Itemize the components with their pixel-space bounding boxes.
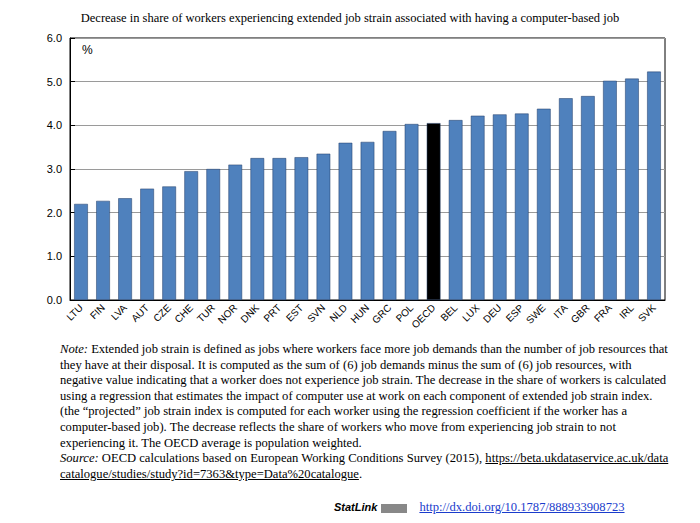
- svg-text:HUN: HUN: [348, 302, 371, 325]
- svg-text:%: %: [82, 43, 93, 57]
- svg-text:CHE: CHE: [172, 302, 195, 325]
- svg-text:SVN: SVN: [305, 302, 327, 324]
- svg-text:BEL: BEL: [438, 302, 459, 323]
- svg-text:IRL: IRL: [617, 302, 636, 321]
- svg-text:NOR: NOR: [216, 302, 239, 325]
- svg-text:FRA: FRA: [592, 302, 614, 324]
- svg-text:TUR: TUR: [195, 302, 217, 324]
- svg-text:LTU: LTU: [64, 302, 85, 323]
- svg-text:0.0: 0.0: [47, 294, 62, 306]
- html-text:StatLink: StatLink: [334, 501, 378, 513]
- svg-text:DNK: DNK: [239, 302, 262, 325]
- svg-text:FIN: FIN: [88, 302, 107, 321]
- svg-text:SVK: SVK: [636, 302, 658, 324]
- svg-text:5.0: 5.0: [47, 76, 62, 88]
- svg-text:3.0: 3.0: [47, 163, 62, 175]
- html-text:http://dx.doi.org/10.1787/8889: http://dx.doi.org/10.1787/888933908723: [419, 500, 625, 514]
- html-text:Note: Extended job strain is d: Note: Extended job strain is defined as …: [60, 342, 668, 450]
- svg-text:POL: POL: [393, 302, 416, 324]
- svg-text:ESP: ESP: [504, 302, 526, 324]
- svg-text:LVA: LVA: [109, 302, 129, 322]
- svg-text:CZE: CZE: [151, 302, 173, 324]
- svg-text:SWE: SWE: [524, 302, 548, 326]
- svg-text:AUT: AUT: [129, 302, 151, 324]
- svg-text:LUX: LUX: [460, 302, 482, 324]
- svg-text:NLD: NLD: [327, 302, 349, 324]
- svg-text:DEU: DEU: [481, 302, 504, 325]
- html-text:Source: OECD calculations base: Source: OECD calculations based on Europ…: [60, 451, 669, 481]
- svg-text:GRC: GRC: [370, 302, 393, 325]
- svg-text:4.0: 4.0: [47, 119, 62, 131]
- svg-text:Decrease in share of workers e: Decrease in share of workers experiencin…: [81, 11, 619, 25]
- svg-text:2.0: 2.0: [47, 207, 62, 219]
- svg-text:PRT: PRT: [261, 302, 283, 324]
- svg-text:ITA: ITA: [551, 302, 569, 320]
- svg-text:6.0: 6.0: [47, 32, 62, 44]
- svg-text:1.0: 1.0: [47, 250, 62, 262]
- svg-text:GBR: GBR: [569, 302, 592, 325]
- svg-text:OECD: OECD: [409, 302, 437, 330]
- svg-text:EST: EST: [284, 302, 306, 324]
